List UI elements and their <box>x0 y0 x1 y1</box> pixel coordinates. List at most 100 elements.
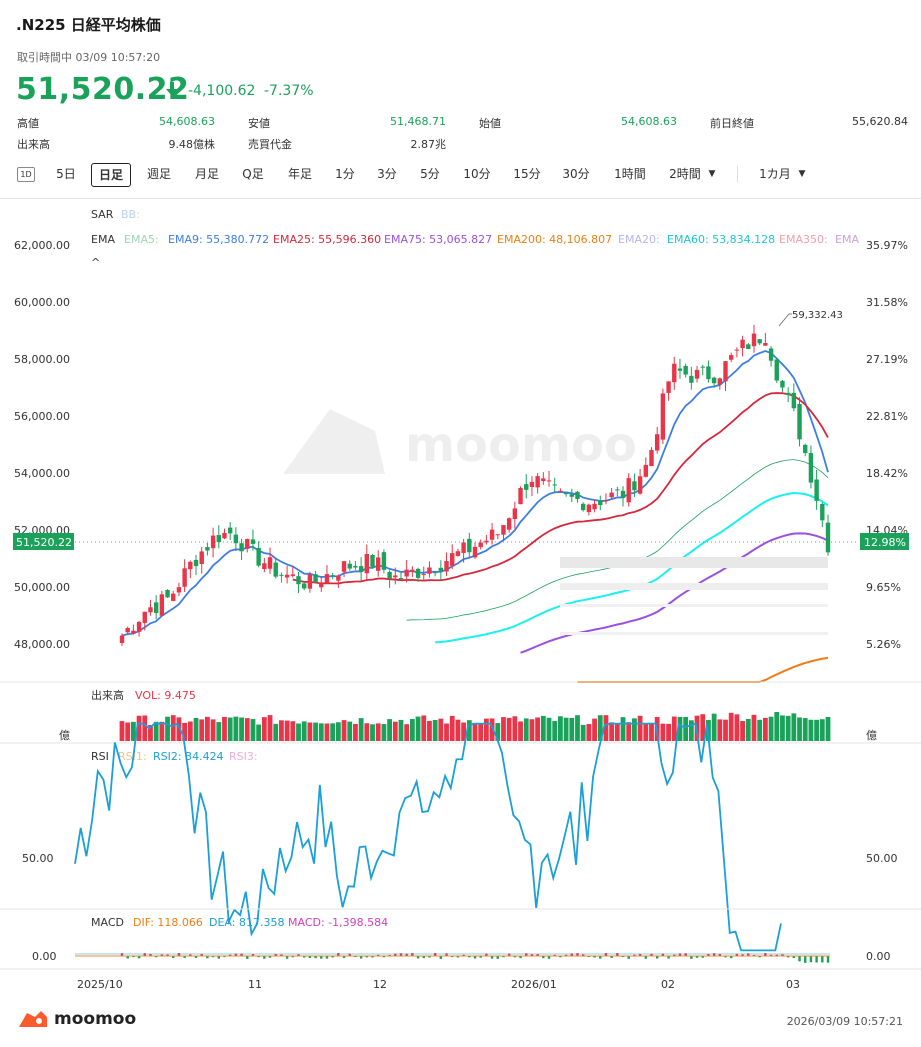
collapse-icon[interactable]: ^ <box>91 256 100 269</box>
volume-bar <box>341 720 347 741</box>
macd-bar <box>234 953 238 956</box>
macd-bar <box>593 956 596 958</box>
macd-label[interactable]: MACD <box>91 916 124 929</box>
volume-bar <box>375 723 381 741</box>
candle-body <box>347 563 352 569</box>
tab-5min[interactable]: 5分 <box>420 167 440 181</box>
bb-label[interactable]: BB: <box>121 208 140 221</box>
candle-body <box>734 349 740 351</box>
candle-body <box>518 488 523 505</box>
candle-body <box>171 593 176 601</box>
macd-bar <box>405 953 408 956</box>
macd-bar <box>490 956 494 959</box>
macd-bar <box>673 954 676 956</box>
candle-body <box>142 611 147 623</box>
macd-bar <box>240 953 243 956</box>
volume-label[interactable]: 出来高 <box>91 688 124 702</box>
volume-bar <box>483 718 489 741</box>
candle-body <box>119 635 125 643</box>
macd-bar <box>274 954 277 956</box>
macd-bar <box>599 956 602 959</box>
macd-bar <box>291 956 295 958</box>
candle-body <box>672 363 677 383</box>
price-band <box>560 557 828 568</box>
ema-label[interactable]: EMA <box>91 233 115 246</box>
tab-quarterly[interactable]: Q足 <box>242 167 264 181</box>
current-pct-tag-text: 12.98% <box>864 536 906 549</box>
y-pct-tick-label: 35.97% <box>866 239 908 252</box>
macd-bar <box>564 954 568 956</box>
tab-3min[interactable]: 3分 <box>377 167 397 181</box>
candle-body <box>427 567 432 574</box>
volume-bar <box>814 719 820 741</box>
chart-canvas[interactable]: moomoo SAR BB: EMA EMA5: EMA9: 55,380.772… <box>0 199 921 999</box>
macd-bar <box>280 954 283 956</box>
settings-1d-icon[interactable]: 1D <box>17 167 35 182</box>
candle-body <box>296 576 301 585</box>
candle-body <box>763 342 768 346</box>
macd-bar <box>798 956 801 962</box>
x-tick-label: 11 <box>248 978 262 991</box>
volume-bar <box>370 724 375 741</box>
volume-bar <box>148 724 153 741</box>
macd-bar <box>695 956 699 958</box>
volume-bar <box>455 719 461 741</box>
macd-bar <box>365 956 369 958</box>
tab-10min[interactable]: 10分 <box>463 167 491 181</box>
volume-bar <box>808 719 814 741</box>
volume-bar <box>637 715 643 741</box>
candle-body <box>501 525 506 535</box>
volume-bars <box>119 711 831 741</box>
macd-bar <box>263 956 266 959</box>
tab-monthly[interactable]: 月足 <box>194 167 219 181</box>
volume-bar <box>791 713 797 741</box>
macd-bar <box>394 953 397 956</box>
candle-body <box>489 529 495 540</box>
volume-bar <box>398 719 404 741</box>
macd-bar <box>758 956 761 958</box>
tab-1hour[interactable]: 1時間 <box>614 167 646 181</box>
volume-bar <box>330 723 336 741</box>
candle-body <box>467 538 472 553</box>
chevron-down-icon[interactable]: ▼ <box>708 169 716 179</box>
volume-bar <box>432 719 438 741</box>
tab-1month[interactable]: 1カ月 <box>759 167 791 181</box>
macd-bar <box>257 956 260 958</box>
macd-bar <box>411 953 414 956</box>
candle-body <box>768 348 774 361</box>
volume-bar <box>569 717 575 741</box>
volume-bar <box>546 717 552 741</box>
volume-bar <box>421 715 427 741</box>
tab-2hour[interactable]: 2時間 <box>669 167 701 181</box>
ema-legend: EMA5: EMA9: 55,380.772 EMA25: 55,596.360 EM… <box>124 233 859 246</box>
tab-daily[interactable]: 日足 <box>91 163 131 187</box>
macd-bar <box>337 953 340 956</box>
macd-bar <box>217 956 220 959</box>
candle-body <box>654 434 660 451</box>
macd-bar <box>581 954 585 956</box>
tab-1min[interactable]: 1分 <box>335 167 355 181</box>
candle-body <box>478 542 483 548</box>
sar-label[interactable]: SAR <box>91 208 114 221</box>
vol-value: VOL: 9.475 <box>135 689 196 702</box>
candle-body <box>273 562 278 577</box>
macd-bar <box>576 953 579 956</box>
high-annotation-text: 59,332.43 <box>792 310 843 321</box>
current-price: 51,520.22 <box>16 72 190 107</box>
candle-body <box>199 551 204 565</box>
volume-bar <box>125 722 131 741</box>
tab-yearly[interactable]: 年足 <box>287 167 312 181</box>
rsi-label[interactable]: RSI <box>91 750 109 763</box>
candle-body <box>637 476 643 494</box>
candle-body <box>711 377 717 384</box>
candle-body <box>563 492 569 495</box>
down-arrow-icon <box>166 82 178 96</box>
tab-weekly[interactable]: 週足 <box>146 167 171 181</box>
tab-15min[interactable]: 15分 <box>513 167 541 181</box>
volume-bar <box>751 714 757 741</box>
tab-30min[interactable]: 30分 <box>562 167 590 181</box>
volume-bar <box>734 714 740 741</box>
tab-5d[interactable]: 5日 <box>56 167 76 181</box>
candle-body <box>210 535 216 549</box>
chevron-down-icon[interactable]: ▼ <box>798 169 806 179</box>
